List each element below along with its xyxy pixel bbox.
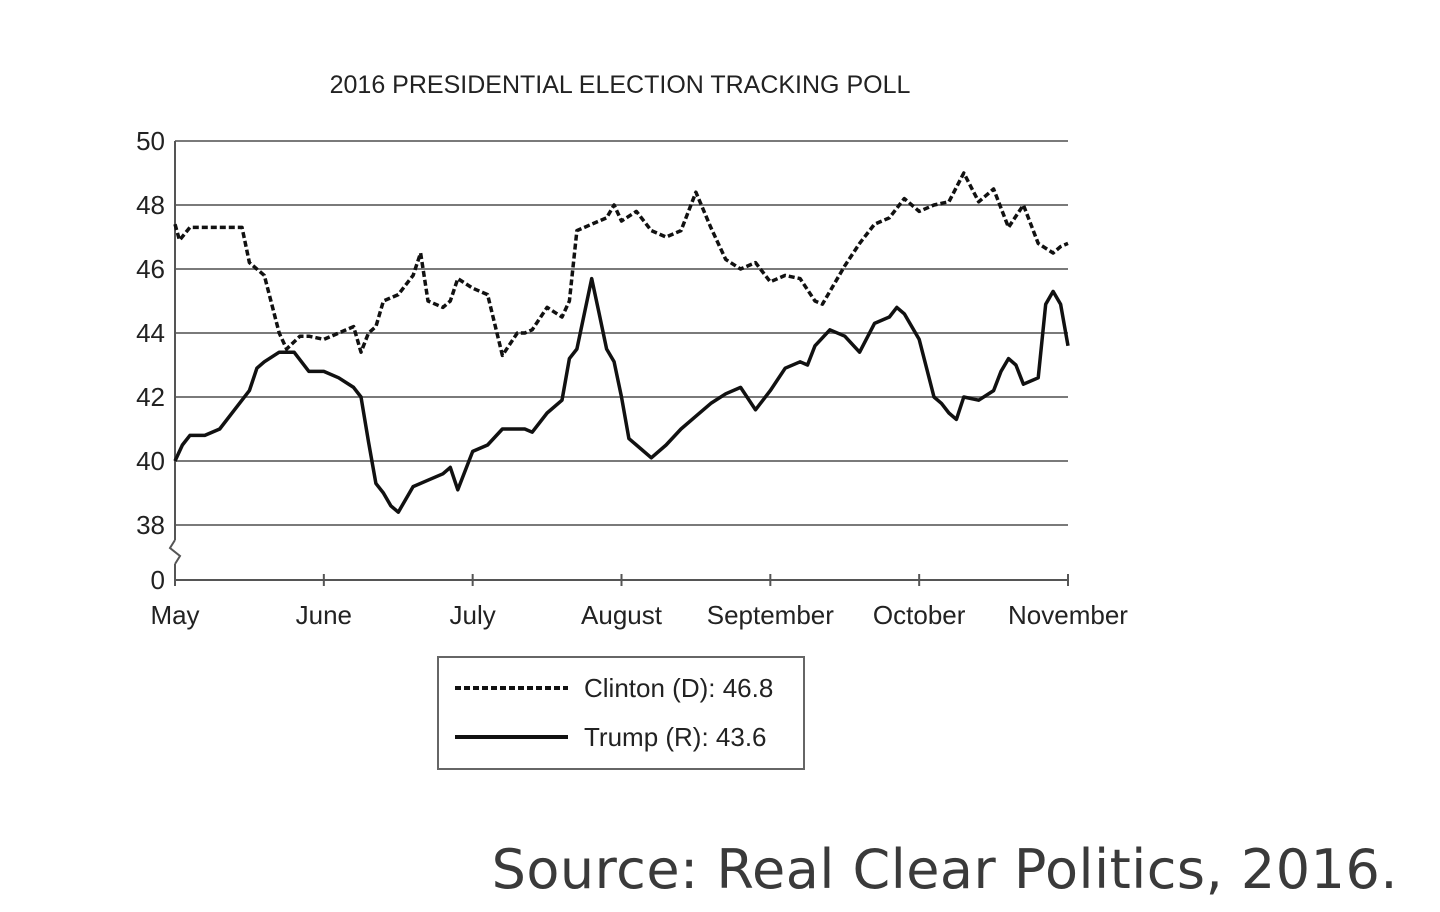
series-line-trump xyxy=(173,276,1070,514)
legend-label-clinton: Clinton (D): 46.8 xyxy=(584,673,773,703)
x-tick-label: May xyxy=(150,600,199,630)
grid-lines xyxy=(175,140,1068,526)
y-tick-label: 50 xyxy=(136,126,165,156)
x-tick-label: June xyxy=(296,600,352,630)
x-tick-label: September xyxy=(707,600,835,630)
y-tick-label: 38 xyxy=(136,510,165,540)
x-tick-label: November xyxy=(1008,600,1128,630)
x-tick-label: July xyxy=(450,600,496,630)
axes: 50 48 46 44 42 40 38 0 May June July August Septembe… xyxy=(136,126,1128,630)
legend-label-trump: Trump (R): 43.6 xyxy=(584,722,767,752)
x-tick-label: October xyxy=(873,600,966,630)
series-line-clinton xyxy=(173,171,1069,358)
legend-box xyxy=(437,656,805,770)
source-note: Source: Real Clear Politics, 2016. xyxy=(491,838,1398,901)
y-tick-label: 48 xyxy=(136,190,165,220)
chart-title: 2016 PRESIDENTIAL ELECTION TRACKING POLL xyxy=(330,71,911,99)
y-tick-label: 46 xyxy=(136,254,165,284)
y-tick-label: 40 xyxy=(136,446,165,476)
legend: Clinton (D): 46.8 Trump (R): 43.6 xyxy=(437,656,805,770)
x-tick-label: August xyxy=(581,600,663,630)
y-tick-label: 0 xyxy=(151,565,165,595)
y-tick-label: 42 xyxy=(136,382,165,412)
y-tick-label: 44 xyxy=(136,318,165,348)
y-axis-break-mark xyxy=(168,539,182,565)
series-lines xyxy=(173,171,1070,514)
